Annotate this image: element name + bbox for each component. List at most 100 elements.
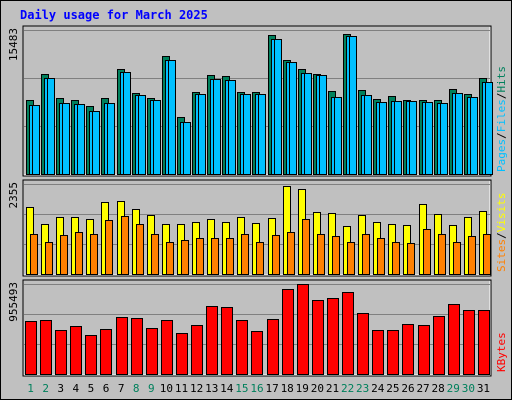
bar-sites-day-23: [362, 234, 370, 275]
bar-sites-day-17: [272, 235, 280, 275]
day-label-13: 13: [205, 382, 218, 395]
day-label-26: 26: [401, 382, 414, 395]
series-legend: Sites/Visits: [495, 193, 508, 273]
bar-sites-day-12: [196, 238, 204, 275]
bar-kbytes-day-23: [357, 313, 369, 375]
bar-pages-day-31: [485, 82, 493, 175]
bar-sites-day-15: [241, 234, 249, 275]
legend-part: /: [495, 93, 508, 100]
bar-pages-day-21: [334, 97, 342, 175]
bar-pages-day-4: [77, 104, 85, 175]
bar-kbytes-day-11: [176, 333, 188, 375]
bar-kbytes-day-6: [100, 329, 112, 375]
bar-sites-day-13: [211, 238, 219, 275]
bar-sites-day-21: [332, 236, 340, 275]
bar-sites-day-31: [483, 234, 491, 275]
bar-sites-day-26: [407, 243, 415, 275]
bar-kbytes-day-7: [116, 317, 128, 375]
y-axis-max-label: 15483: [7, 28, 20, 61]
bar-pages-day-16: [258, 94, 266, 175]
day-label-1: 1: [27, 382, 34, 395]
bar-kbytes-day-10: [161, 320, 173, 375]
legend-part: /: [495, 232, 508, 239]
bar-sites-day-11: [181, 240, 189, 275]
panel-hits-files-pages: 15483 Pages/Files/Hits: [7, 25, 508, 177]
bar-kbytes-day-24: [372, 330, 384, 375]
bar-sites-day-8: [136, 224, 144, 275]
bar-pages-day-28: [440, 103, 448, 175]
legend-part: Sites: [495, 239, 508, 272]
day-label-20: 20: [311, 382, 324, 395]
bar-kbytes-day-4: [70, 326, 82, 375]
bar-pages-day-10: [168, 60, 176, 175]
bar-kbytes-day-2: [40, 320, 52, 375]
series-legend: Pages/Files/Hits: [495, 66, 508, 172]
bar-pages-day-26: [409, 101, 417, 175]
bar-sites-day-9: [151, 234, 159, 275]
bar-pages-day-12: [198, 94, 206, 175]
bar-kbytes-day-28: [433, 316, 445, 375]
day-label-28: 28: [432, 382, 445, 395]
day-label-9: 9: [148, 382, 155, 395]
bar-kbytes-day-30: [463, 310, 475, 375]
bar-pages-day-8: [138, 95, 146, 175]
bar-sites-day-10: [166, 242, 174, 275]
day-label-12: 12: [190, 382, 203, 395]
bar-pages-day-11: [183, 122, 191, 175]
day-label-8: 8: [133, 382, 140, 395]
day-label-5: 5: [88, 382, 95, 395]
bar-sites-day-16: [256, 242, 264, 275]
bar-sites-day-25: [392, 242, 400, 275]
bar-pages-day-7: [123, 72, 131, 175]
day-label-23: 23: [356, 382, 369, 395]
bar-kbytes-day-15: [236, 320, 248, 375]
bar-kbytes-day-17: [267, 319, 279, 375]
bar-kbytes-day-9: [146, 328, 158, 375]
bar-pages-day-24: [379, 102, 387, 175]
day-label-19: 19: [296, 382, 309, 395]
bar-pages-day-30: [470, 97, 478, 175]
bar-kbytes-day-16: [251, 331, 263, 375]
bar-kbytes-day-31: [478, 310, 490, 375]
day-label-3: 3: [57, 382, 64, 395]
day-label-25: 25: [386, 382, 399, 395]
bar-sites-day-14: [226, 238, 234, 275]
bar-pages-day-14: [228, 80, 236, 175]
bar-pages-day-18: [289, 62, 297, 175]
day-label-14: 14: [220, 382, 234, 395]
bar-kbytes-day-29: [448, 304, 460, 375]
y-axis-max-label: 955493: [7, 282, 20, 322]
bar-kbytes-day-1: [25, 321, 37, 375]
bar-pages-day-20: [319, 75, 327, 175]
day-label-22: 22: [341, 382, 354, 395]
legend-part: KBytes: [495, 332, 508, 372]
day-label-29: 29: [447, 382, 460, 395]
day-label-24: 24: [371, 382, 385, 395]
bar-pages-day-5: [92, 111, 100, 175]
bar-pages-day-13: [213, 79, 221, 175]
legend-part: Files: [495, 99, 508, 132]
series-legend: KBytes: [495, 332, 508, 372]
day-label-27: 27: [416, 382, 429, 395]
bar-kbytes-day-26: [402, 324, 414, 375]
bar-kbytes-day-25: [387, 330, 399, 375]
bar-pages-day-22: [349, 36, 357, 175]
bar-sites-day-29: [453, 242, 461, 275]
bar-kbytes-day-22: [342, 292, 354, 375]
bar-pages-day-25: [394, 101, 402, 175]
bar-pages-day-9: [153, 100, 161, 175]
bar-pages-day-17: [274, 39, 282, 175]
bar-kbytes-day-13: [206, 306, 218, 375]
x-axis-day-labels: 1 2 3 4 5 6 7 8 9 10 11 12 13 14 15 16 17 18 19 20 21 22 23 24 2…: [27, 382, 490, 395]
day-label-7: 7: [118, 382, 125, 395]
day-label-30: 30: [462, 382, 475, 395]
y-axis-max-label: 2355: [7, 182, 20, 209]
legend-part: Visits: [495, 193, 508, 233]
bar-sites-day-27: [423, 229, 431, 275]
bar-sites-day-24: [377, 238, 385, 275]
bar-kbytes-day-19: [297, 284, 309, 375]
bar-sites-day-3: [60, 235, 68, 275]
bar-kbytes-day-21: [327, 298, 339, 375]
bar-pages-day-1: [32, 105, 40, 175]
